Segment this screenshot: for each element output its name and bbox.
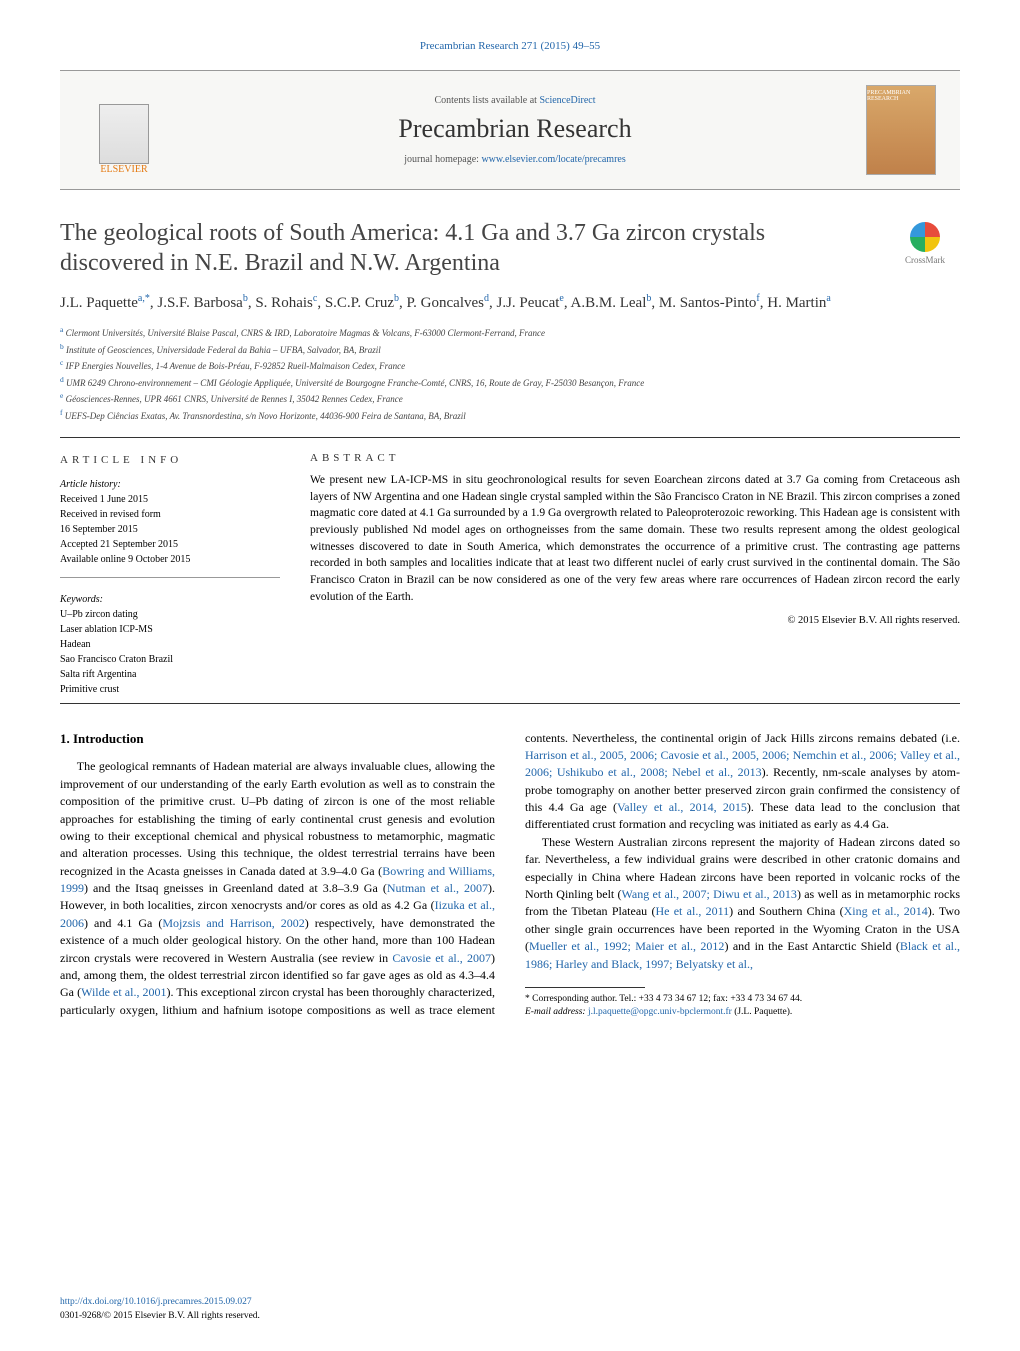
crossmark-label: CrossMark [905, 255, 945, 265]
history-line: Received 1 June 2015 [60, 492, 280, 507]
footnote-separator [525, 987, 645, 988]
ref-link[interactable]: Xing et al., 2014 [844, 904, 928, 918]
abstract: ABSTRACT We present new LA-ICP-MS in sit… [310, 452, 960, 697]
keyword-item: U–Pb zircon dating [60, 607, 280, 622]
history-label: Article history: [60, 477, 280, 492]
ref-link[interactable]: Wang et al., 2007; Diwu et al., 2013 [622, 887, 797, 901]
journal-header-band: ELSEVIER Contents lists available at Sci… [60, 70, 960, 190]
affiliations: a Clermont Universités, Université Blais… [60, 324, 960, 423]
ref-link[interactable]: Cavosie et al., 2007 [392, 951, 491, 965]
ref-link[interactable]: Nutman et al., 2007 [387, 881, 488, 895]
keywords-label: Keywords: [60, 592, 280, 607]
history-line: Received in revised form [60, 507, 280, 522]
intro-paragraph-2: These Western Australian zircons represe… [525, 834, 960, 973]
ref-link[interactable]: He et al., 2011 [655, 904, 729, 918]
contents-prefix: Contents lists available at [434, 95, 539, 106]
keyword-item: Sao Francisco Craton Brazil [60, 652, 280, 667]
ref-link[interactable]: Mojzsis and Harrison, 2002 [162, 916, 304, 930]
abstract-text: We present new LA-ICP-MS in situ geochro… [310, 472, 960, 605]
journal-cover-thumb: PRECAMBRIAN RESEARCH [866, 85, 936, 175]
crossmark-badge[interactable]: CrossMark [890, 218, 960, 268]
rule-top [60, 437, 960, 438]
article-history: Article history: Received 1 June 2015Rec… [60, 477, 280, 578]
affiliation-line: a Clermont Universités, Université Blais… [60, 324, 960, 341]
homepage-prefix: journal homepage: [404, 154, 481, 165]
elsevier-logo: ELSEVIER [84, 85, 164, 175]
ref-link[interactable]: Valley et al., 2014, 2015 [617, 800, 747, 814]
info-abstract-row: ARTICLE INFO Article history: Received 1… [60, 452, 960, 697]
body-columns: 1. Introduction The geological remnants … [60, 730, 960, 1020]
issn-copyright: 0301-9268/© 2015 Elsevier B.V. All right… [60, 1311, 260, 1321]
affiliation-line: f UEFS-Dep Ciências Exatas, Av. Transnor… [60, 407, 960, 424]
page-footer: http://dx.doi.org/10.1016/j.precamres.20… [60, 1296, 260, 1323]
history-line: 16 September 2015 [60, 522, 280, 537]
homepage-link[interactable]: www.elsevier.com/locate/precamres [481, 154, 625, 165]
article-info-heading: ARTICLE INFO [60, 452, 280, 469]
journal-reference: Precambrian Research 271 (2015) 49–55 [60, 40, 960, 52]
history-line: Accepted 21 September 2015 [60, 537, 280, 552]
affiliation-line: c IFP Energies Nouvelles, 1-4 Avenue de … [60, 357, 960, 374]
sciencedirect-link[interactable]: ScienceDirect [539, 95, 595, 106]
corresponding-email-link[interactable]: j.l.paquette@opgc.univ-bpclermont.fr [588, 1007, 732, 1017]
affiliation-line: e Géosciences-Rennes, UPR 4661 CNRS, Uni… [60, 390, 960, 407]
title-row: The geological roots of South America: 4… [60, 218, 960, 278]
keyword-item: Primitive crust [60, 682, 280, 697]
paper-title: The geological roots of South America: 4… [60, 218, 890, 278]
header-center: Contents lists available at ScienceDirec… [164, 95, 866, 165]
keyword-item: Laser ablation ICP-MS [60, 622, 280, 637]
affiliation-line: b Institute of Geosciences, Universidade… [60, 341, 960, 358]
elsevier-tree-icon [99, 104, 149, 164]
journal-name: Precambrian Research [164, 114, 866, 144]
cover-label: PRECAMBRIAN RESEARCH [867, 90, 935, 102]
history-line: Available online 9 October 2015 [60, 552, 280, 567]
keyword-item: Salta rift Argentina [60, 667, 280, 682]
affiliation-line: d UMR 6249 Chrono-environnement – CMI Gé… [60, 374, 960, 391]
ref-link[interactable]: Wilde et al., 2001 [81, 985, 166, 999]
keyword-item: Hadean [60, 637, 280, 652]
corresponding-author-footnote: * Corresponding author. Tel.: +33 4 73 3… [525, 993, 960, 1020]
homepage-line: journal homepage: www.elsevier.com/locat… [164, 154, 866, 165]
section-heading-intro: 1. Introduction [60, 730, 495, 749]
keywords-block: Keywords: U–Pb zircon datingLaser ablati… [60, 592, 280, 697]
crossmark-icon [910, 222, 940, 252]
abstract-copyright: © 2015 Elsevier B.V. All rights reserved… [310, 615, 960, 626]
contents-line: Contents lists available at ScienceDirec… [164, 95, 866, 106]
elsevier-label: ELSEVIER [100, 164, 147, 175]
rule-bottom [60, 703, 960, 704]
authors: J.L. Paquettea,*, J.S.F. Barbosab, S. Ro… [60, 292, 960, 314]
ref-link[interactable]: Mueller et al., 1992; Maier et al., 2012 [529, 939, 724, 953]
doi-link[interactable]: http://dx.doi.org/10.1016/j.precamres.20… [60, 1297, 252, 1307]
abstract-heading: ABSTRACT [310, 452, 960, 464]
article-info: ARTICLE INFO Article history: Received 1… [60, 452, 280, 697]
